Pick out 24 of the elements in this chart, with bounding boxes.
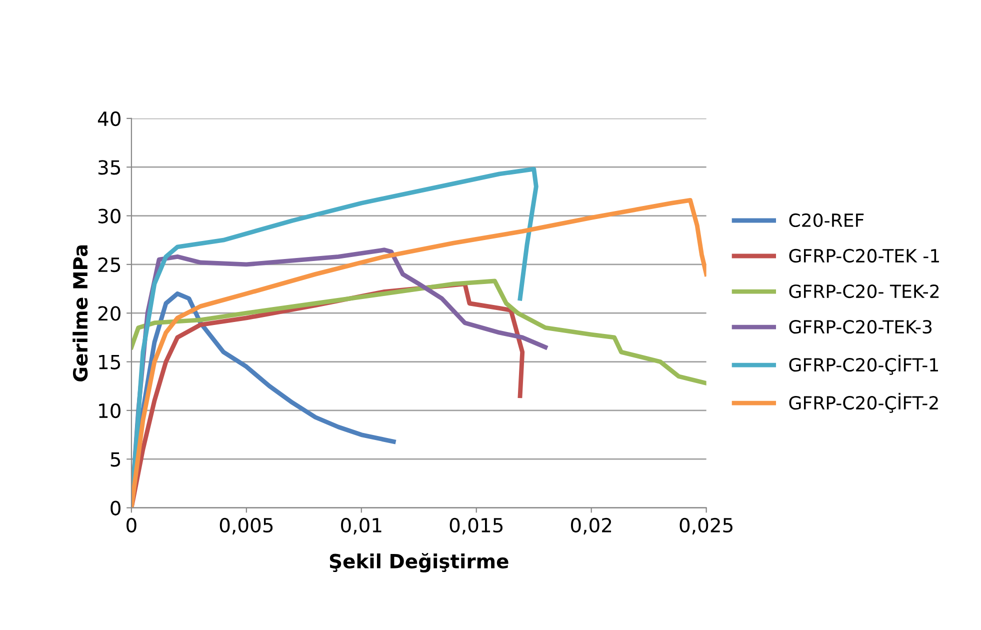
legend-label: GFRP-C20-TEK -1 [789, 248, 939, 263]
y-tick-label: 35 [98, 160, 120, 175]
x-tick-label: 0,025 [680, 518, 732, 535]
y-tick-label: 40 [98, 111, 120, 126]
y-tick-label: 25 [98, 257, 120, 272]
x-tick-label: 0 [126, 518, 136, 533]
y-tick-label: 20 [98, 306, 120, 321]
x-axis-title: Şekil Değiştirme [330, 552, 508, 572]
y-tick-label: 10 [99, 403, 120, 418]
y-tick-label: 15 [99, 354, 120, 370]
legend-label: GFRP-C20-ÇİFT-2 [789, 392, 938, 413]
legend-label: C20-REF [789, 213, 864, 228]
x-tick-label: 0,015 [450, 518, 503, 535]
y-tick-label: 5 [110, 452, 120, 467]
legend-label: GFRP-C20- TEK-2 [789, 284, 939, 298]
legend-label: GFRP-C20-TEK-3 [789, 320, 932, 334]
legend-label: GFRP-C20-ÇİFT-1 [789, 354, 938, 375]
x-tick-label: 0,005 [220, 518, 273, 535]
x-tick-label: 0,01 [341, 518, 382, 535]
y-tick-label: 30 [98, 208, 120, 224]
x-tick-label: 0,02 [570, 518, 612, 535]
y-axis-title: Gerilme MPa [72, 245, 88, 382]
line-series [131, 278, 706, 386]
y-tick-label: 0 [110, 500, 120, 516]
